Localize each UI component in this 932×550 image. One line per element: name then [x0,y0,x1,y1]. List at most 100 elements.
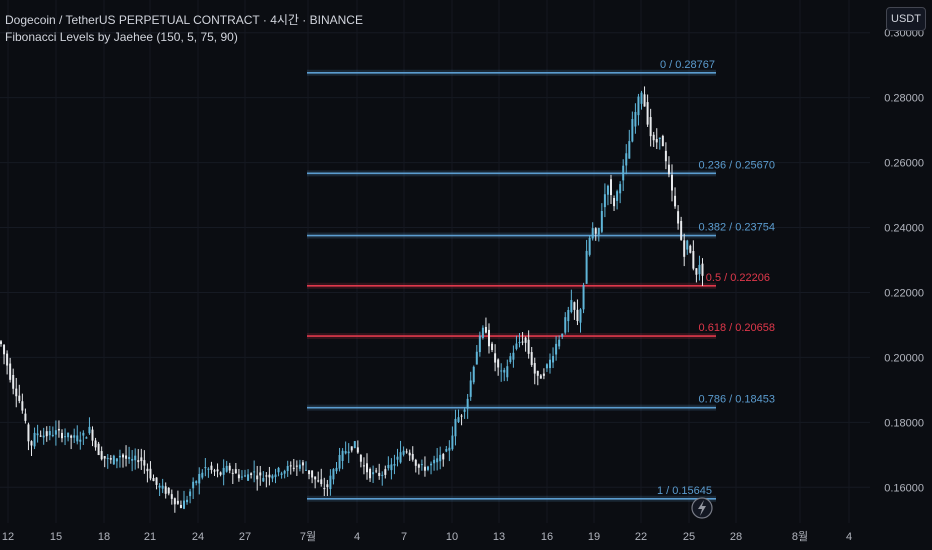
price-tick-label: 0.16000 [884,482,924,494]
candle [335,461,338,474]
candle [420,459,423,471]
candle [613,195,616,212]
candle [122,453,124,468]
candle [372,465,375,484]
indicator-legend[interactable]: Fibonacci Levels by Jaehee (150, 5, 75, … [5,30,238,44]
fib-levels: 0 / 0.28767 0.236 / 0.25670 0.382 / 0.2375… [307,59,775,502]
candle [48,425,51,441]
candle [9,357,12,383]
candle [106,454,109,469]
candle [463,407,466,419]
candle [237,468,240,482]
candle [118,449,121,468]
candle [341,448,344,470]
currency-button[interactable]: USDT [886,7,926,31]
candle [195,480,198,486]
candle [228,462,231,474]
time-tick-label: 13 [493,531,505,543]
time-tick-label: 15 [50,531,62,543]
candle [527,330,530,359]
candle [579,308,582,333]
candle [561,333,564,340]
candle [677,205,680,230]
candle [506,359,509,382]
candle [27,422,30,451]
candle [478,331,481,357]
candle [423,456,426,477]
candle [280,471,283,479]
fib-label: 0.236 / 0.25670 [699,159,775,171]
candle [606,184,609,206]
candle [344,441,347,455]
candle [57,420,60,438]
candle [140,448,143,470]
candle [259,465,262,486]
candle [658,137,661,150]
candle [683,233,686,267]
candle [637,93,640,126]
candle [198,467,201,495]
chart-grid [0,0,870,523]
price-tick-label: 0.18000 [884,417,924,429]
candle [600,203,603,234]
candle [305,461,307,471]
candle [320,468,323,487]
candle [689,244,692,254]
candle [128,446,131,464]
candle [488,323,490,354]
candle [521,332,524,346]
candle [15,377,18,408]
candle [610,174,612,204]
candle [115,458,118,469]
time-tick-label: 8월 [792,530,808,543]
candle [616,189,619,210]
candle [436,448,439,471]
candle [378,463,381,480]
candle [622,159,625,192]
candle [359,453,362,468]
candle [570,289,573,314]
candle [417,463,420,475]
candle [515,335,518,351]
candle [292,458,295,472]
candle [460,414,463,426]
candle [646,94,649,127]
candle [405,448,408,454]
candle [204,458,207,477]
candle [12,368,15,395]
candle [695,268,698,283]
candle [256,465,259,491]
candle [399,440,402,464]
candle [530,346,533,367]
candle [369,467,372,482]
time-tick-label: 16 [541,531,553,543]
candle [82,430,85,446]
candle [244,469,246,478]
candle [466,393,469,419]
candle [524,336,527,352]
candle [146,463,149,483]
candle [491,341,494,353]
candle [24,408,27,424]
candle [289,461,292,475]
candle [469,371,472,401]
candle [500,363,503,382]
chart-header: Dogecoin / TetherUS PERPETUAL CONTRACT ·… [5,12,363,46]
candle [555,336,558,361]
candle [390,458,393,480]
alert-bolt-icon[interactable] [691,497,713,519]
candle [250,472,253,479]
candle [112,454,115,466]
time-axis: 12 15 18 21 24 27 7월 4 7 10 13 16 19 22 25 28 8월 4 [2,530,852,543]
symbol-title[interactable]: Dogecoin / TetherUS PERPETUAL CONTRACT ·… [5,13,363,27]
candle [298,459,301,472]
candle [6,350,9,375]
candle [533,357,536,385]
candle [701,258,704,286]
candle [387,456,390,471]
candle [64,428,67,446]
candle [79,431,82,450]
candle [454,409,457,446]
